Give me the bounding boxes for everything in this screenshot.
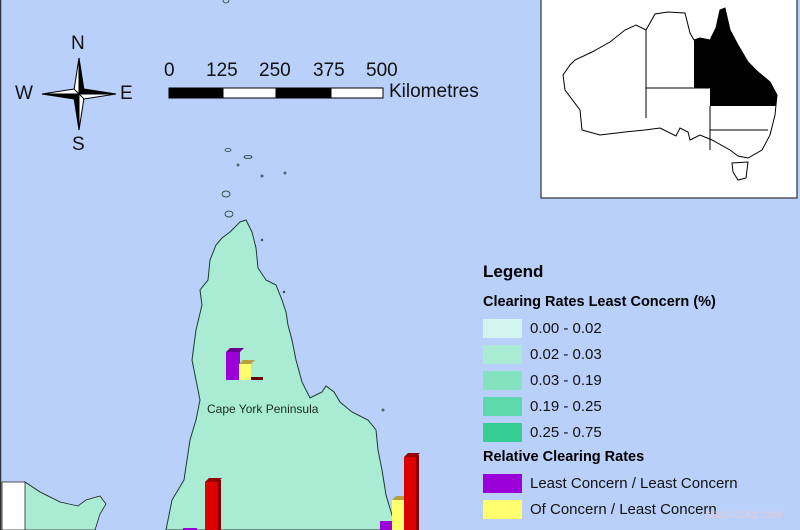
bar-least-least bbox=[226, 352, 240, 380]
legend-item: 0.19 - 0.25 bbox=[483, 393, 738, 419]
legend-relative-title: Relative Clearing Rates bbox=[483, 449, 645, 465]
legend-item: 0.00 - 0.02 bbox=[483, 315, 738, 341]
legend-clearing-title: Clearing Rates Least Concern (%) bbox=[483, 294, 716, 310]
bar-of-concern-least bbox=[239, 364, 251, 380]
legend-item: 0.02 - 0.03 bbox=[483, 341, 738, 367]
scale-tick-label: 250 bbox=[259, 60, 291, 81]
bar-cluster-cape-york bbox=[226, 348, 263, 380]
torres-strait-islands bbox=[221, 0, 385, 412]
legend-title: Legend bbox=[483, 262, 544, 281]
compass-rose-icon bbox=[41, 57, 117, 131]
scale-tick-label: 375 bbox=[313, 60, 345, 81]
legend-item: 0.25 - 0.75 bbox=[483, 419, 738, 445]
scale-tick-label: 125 bbox=[206, 60, 238, 81]
legend-swatch bbox=[483, 473, 522, 493]
bar-least-least bbox=[380, 521, 392, 530]
compass-north-label: N bbox=[71, 33, 85, 54]
cape-york-peninsula-land bbox=[165, 219, 397, 530]
legend-label: 0.00 - 0.02 bbox=[530, 319, 602, 337]
legend-label: Least Concern / Least Concern bbox=[530, 474, 738, 492]
bar-of-concern-least bbox=[392, 500, 404, 530]
compass-west-label: W bbox=[15, 83, 33, 104]
bar-least-least bbox=[183, 528, 197, 530]
watermark: SCIENCEAQ.COM bbox=[705, 510, 782, 520]
bar-cluster-west bbox=[183, 478, 222, 530]
legend-label: Of Concern / Least Concern bbox=[530, 500, 717, 518]
legend-swatch bbox=[483, 422, 522, 442]
legend-label: 0.25 - 0.75 bbox=[530, 423, 602, 441]
bar-red bbox=[251, 377, 263, 380]
legend-label: 0.02 - 0.03 bbox=[530, 345, 602, 363]
legend-item: 0.03 - 0.19 bbox=[483, 367, 738, 393]
legend-label: 0.19 - 0.25 bbox=[530, 397, 602, 415]
legend-label: 0.03 - 0.19 bbox=[530, 371, 602, 389]
legend-swatch bbox=[483, 318, 522, 338]
legend-item: Least Concern / Least Concern bbox=[483, 470, 738, 496]
compass-east-label: E bbox=[120, 83, 133, 104]
legend-swatch bbox=[483, 344, 522, 364]
legend-swatch bbox=[483, 370, 522, 390]
legend: Legend Clearing Rates Least Concern (%) … bbox=[483, 262, 738, 522]
legend-swatch bbox=[483, 396, 522, 416]
scale-bar bbox=[168, 87, 384, 99]
legend-item: Of Concern / Least Concern bbox=[483, 496, 738, 522]
legend-swatch bbox=[483, 499, 522, 519]
bar-red bbox=[404, 457, 416, 530]
bar-cluster-east bbox=[380, 453, 420, 530]
compass-south-label: S bbox=[72, 134, 85, 155]
land-gulf-region bbox=[24, 481, 107, 530]
scale-tick-label: 0 bbox=[164, 60, 175, 81]
region-label: Cape York Peninsula bbox=[207, 402, 319, 416]
bar-red bbox=[205, 482, 218, 530]
scale-tick-label: 500 bbox=[366, 60, 398, 81]
inset-map-australia bbox=[540, 0, 798, 199]
scale-unit-label: Kilometres bbox=[389, 81, 479, 102]
